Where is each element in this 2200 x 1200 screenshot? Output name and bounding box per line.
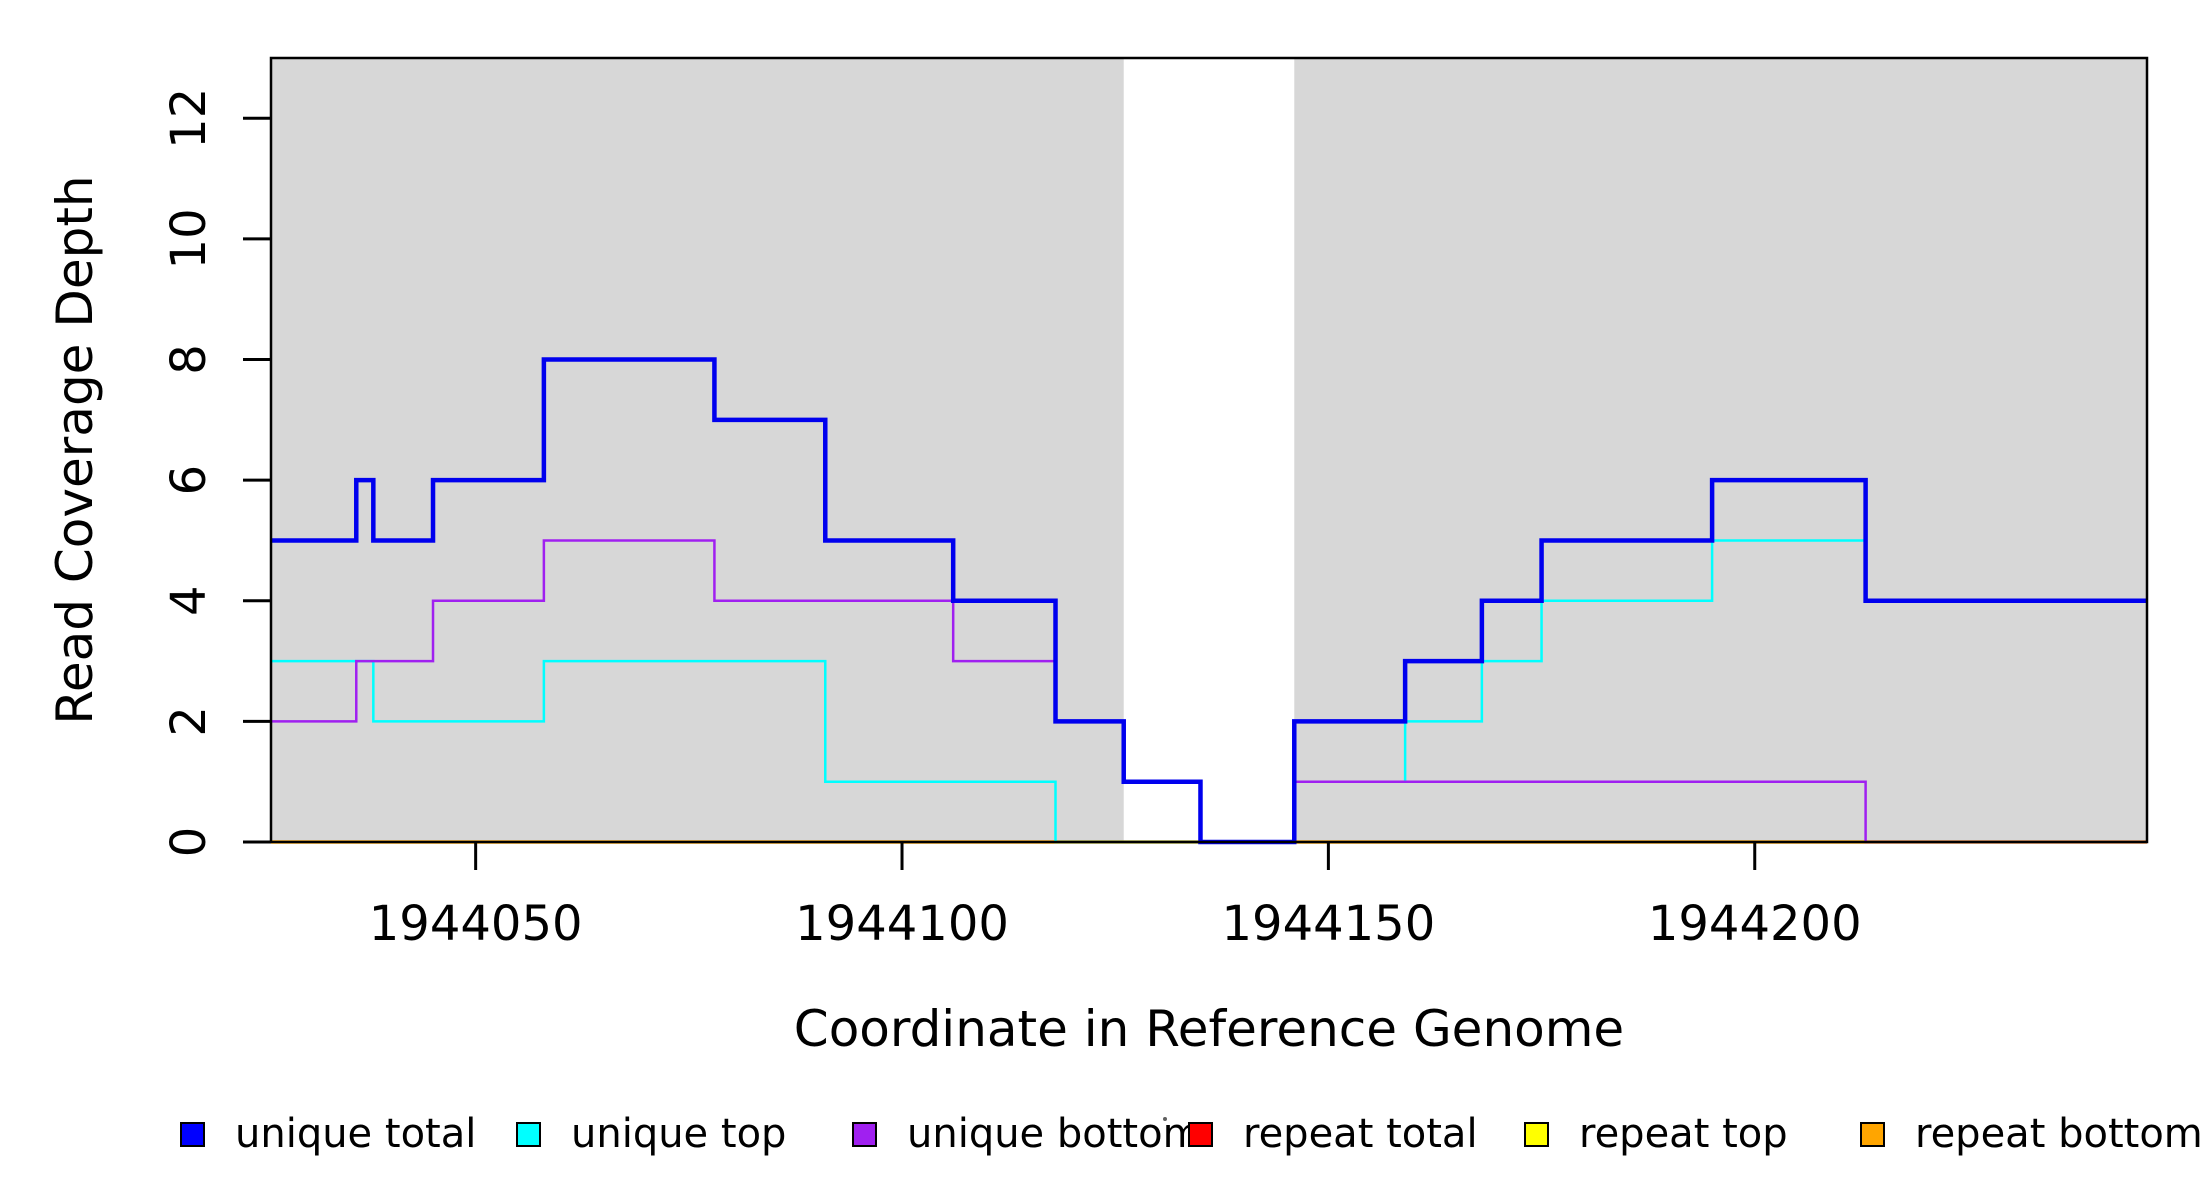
legend-swatch-unique-top [516,1121,541,1147]
legend-item-unique-top: unique top [516,1111,786,1157]
y-axis-ticks: 0 2 4 6 8 10 12 [161,88,271,858]
legend-item-unique-bottom: unique bottom [852,1111,1202,1157]
legend-swatch-unique-bottom [852,1121,877,1147]
y-tick-label: 12 [161,88,217,149]
legend-item-repeat-total: repeat total [1188,1111,1478,1157]
legend-swatch-repeat-total [1188,1121,1213,1147]
legend-swatch-repeat-top [1524,1121,1549,1147]
y-tick-label: 2 [161,706,217,737]
y-axis-label: Read Coverage Depth [46,175,104,724]
gray-region-left [271,58,1124,842]
y-tick-label: 4 [161,585,217,616]
y-tick-label: 6 [161,465,217,496]
legend-label: repeat bottom [1915,1111,2200,1157]
legend-label: repeat top [1579,1111,1788,1157]
legend-item-repeat-bottom: repeat bottom [1860,1111,2200,1157]
y-tick-label: 0 [161,827,217,858]
legend-label: unique top [571,1111,787,1157]
plot-border [269,56,2149,844]
legend-label: unique bottom [907,1111,1202,1157]
legend-item-repeat-top: repeat top [1524,1111,1788,1157]
x-tick-label: 1944100 [795,896,1009,952]
x-axis-label: Coordinate in Reference Genome [794,1000,1624,1058]
x-tick-label: 1944050 [369,896,583,952]
y-tick-label: 10 [161,208,217,269]
legend-item-unique-total: unique total [180,1111,476,1157]
series-unique-total [271,357,2147,845]
y-tick-label: 8 [161,344,217,375]
x-tick-label: 1944150 [1221,896,1435,952]
x-tick-label: 1944200 [1648,896,1862,952]
legend-swatch-repeat-bottom [1860,1121,1885,1147]
repeat-region-shading [271,58,2147,842]
gray-region-right [1294,58,2147,842]
legend-label: repeat total [1243,1111,1478,1157]
legend-label: unique total [235,1111,477,1157]
legend-swatch-unique-total [180,1121,205,1147]
x-axis-ticks: 1944050 1944100 1944150 1944200 [369,842,1862,952]
stray-dot-artifact [1163,1117,1167,1121]
